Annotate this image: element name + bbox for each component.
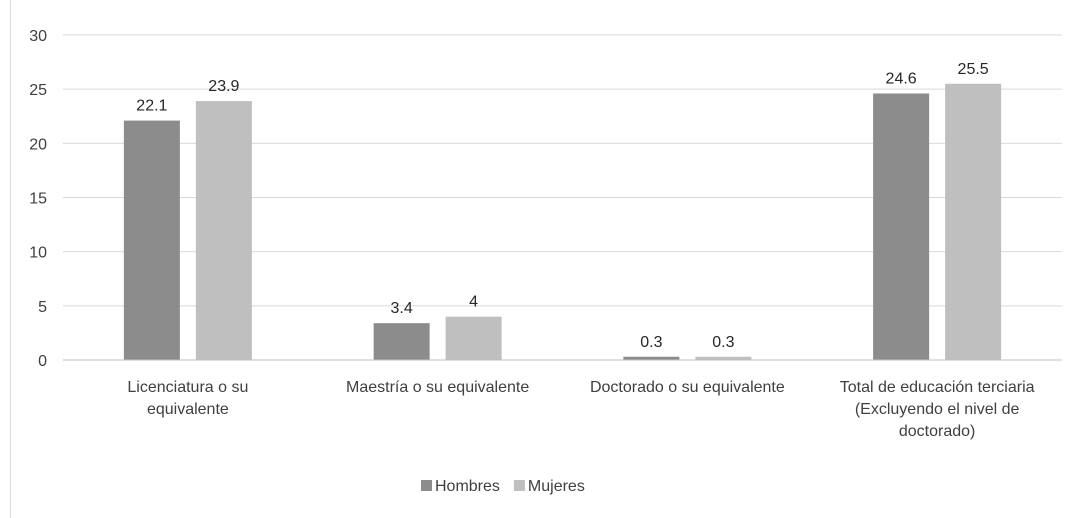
- data-label: 23.9: [208, 78, 239, 95]
- bar-mujeres: [695, 356, 752, 360]
- data-label: 0.3: [712, 334, 734, 351]
- category-label: Maestría o su equivalente: [346, 379, 529, 396]
- category-label-line: Total de educación terciaria: [840, 379, 1035, 396]
- y-tick-label: 15: [29, 191, 47, 208]
- y-tick-label: 20: [29, 136, 47, 153]
- category-label: Doctorado o su equivalente: [590, 379, 785, 396]
- chart-frame: [10, 0, 1079, 518]
- y-tick-label: 5: [38, 299, 47, 316]
- category-label-line: equivalente: [147, 401, 229, 418]
- data-label: 22.1: [136, 98, 167, 115]
- bar-mujeres: [945, 83, 1002, 360]
- bar-hombres: [873, 93, 930, 360]
- bar-mujeres: [195, 101, 252, 360]
- legend-swatch-mujeres: [513, 480, 525, 491]
- category-label-line: Licenciatura o su: [127, 379, 248, 396]
- legend-swatch-hombres: [421, 480, 432, 491]
- y-tick-label: 25: [29, 82, 47, 99]
- category-label-line: Maestría o su equivalente: [346, 379, 529, 396]
- category-label-line: Doctorado o su equivalente: [590, 379, 785, 396]
- data-label: 3.4: [391, 300, 413, 317]
- y-axis-ticks: 0 5 10 15 20 25 30: [29, 28, 47, 370]
- y-tick-label: 10: [29, 245, 47, 262]
- legend-label-hombres: Hombres: [435, 478, 500, 495]
- bar-hombres: [623, 356, 680, 360]
- bar-hombres: [373, 323, 430, 360]
- category-labels: Licenciatura o su equivalente Maestría o s…: [127, 379, 1034, 440]
- category-label-line: doctorado): [899, 423, 976, 440]
- bars: [123, 83, 1002, 360]
- data-label: 25.5: [958, 61, 989, 78]
- bar-mujeres: [445, 316, 502, 360]
- category-label-line: (Excluyendo el nivel de: [855, 401, 1020, 418]
- data-label: 4: [469, 294, 478, 311]
- legend-label-mujeres: Mujeres: [528, 478, 585, 495]
- data-label: 24.6: [886, 71, 917, 88]
- y-tick-label: 0: [38, 353, 47, 370]
- legend: Hombres Mujeres: [421, 478, 585, 495]
- category-label: Total de educación terciaria (Excluyendo …: [840, 379, 1035, 440]
- data-label: 0.3: [640, 334, 662, 351]
- data-labels: 22.1 23.9 3.4 4 0.3 0.3 24.6 25.5: [136, 61, 988, 351]
- bar-hombres: [123, 120, 180, 360]
- category-label: Licenciatura o su equivalente: [127, 379, 248, 418]
- y-tick-label: 30: [29, 28, 47, 45]
